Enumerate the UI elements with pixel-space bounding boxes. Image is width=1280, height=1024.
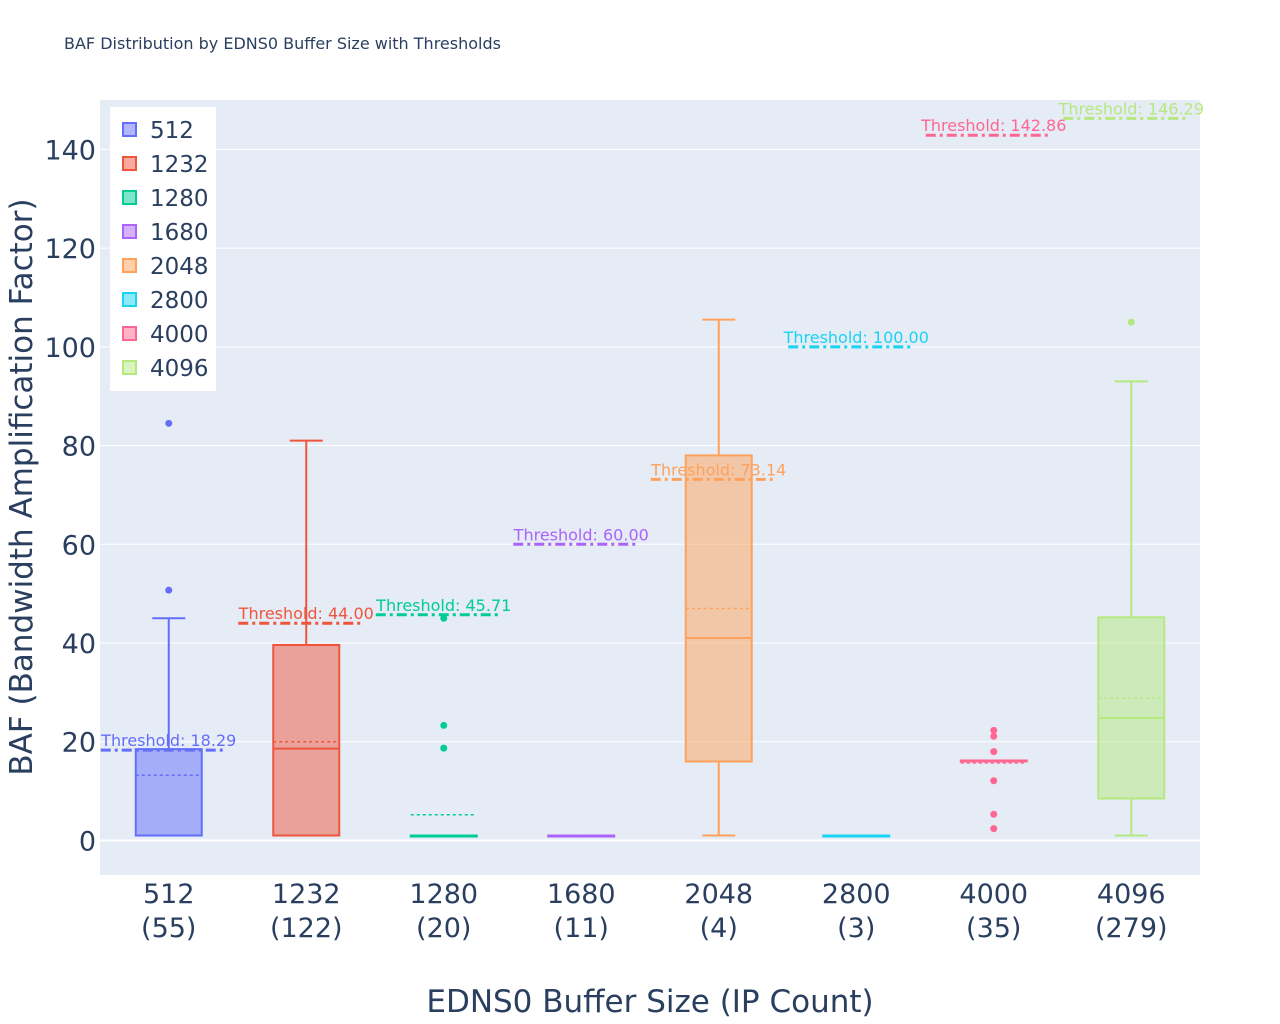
y-tick-label-140: 140	[44, 135, 96, 166]
legend: 512 1232 1280 1680 2048 2800 4000 4096	[110, 107, 216, 391]
outlier-point-4000-2	[990, 777, 998, 785]
y-tick-label-80: 80	[62, 432, 96, 463]
legend-label-4096: 4096	[150, 356, 209, 382]
threshold-label-4096: Threshold: 146.29	[1058, 99, 1204, 118]
y-tick-label-40: 40	[62, 629, 96, 660]
x-tick-label-1680: 1680	[547, 879, 616, 910]
x-tick-count-2800: (3)	[837, 913, 875, 944]
legend-swatch-2048	[122, 258, 137, 273]
legend-swatch-512	[122, 122, 137, 137]
threshold-label-512: Threshold: 18.29	[100, 731, 236, 750]
legend-item-4096: 4096	[122, 356, 209, 382]
outlier-point-4000-3	[990, 748, 998, 756]
threshold-label-1680: Threshold: 60.00	[513, 525, 649, 544]
legend-label-1280: 1280	[150, 186, 209, 212]
x-tick-label-2048: 2048	[684, 879, 753, 910]
legend-item-4000: 4000	[122, 322, 209, 348]
box-group-1280: Threshold: 45.71	[375, 596, 511, 838]
x-axis-title: EDNS0 Buffer Size (IP Count)	[426, 984, 873, 1020]
outlier-point-4000-1	[990, 810, 998, 818]
legend-item-2800: 2800	[122, 288, 209, 314]
outlier-point-512-1	[165, 419, 173, 427]
threshold-label-2800: Threshold: 100.00	[783, 328, 929, 347]
outlier-point-1280-1	[440, 721, 448, 729]
legend-label-1680: 1680	[150, 220, 209, 246]
threshold-label-1280: Threshold: 45.71	[375, 596, 511, 615]
threshold-label-1232: Threshold: 44.00	[238, 604, 374, 623]
x-tick-count-512: (55)	[141, 913, 196, 944]
y-tick-label-60: 60	[62, 530, 96, 561]
chart-title: BAF Distribution by EDNS0 Buffer Size wi…	[64, 34, 501, 53]
legend-swatch-1232	[122, 156, 137, 171]
outlier-point-1280-2	[440, 614, 448, 622]
outlier-point-4096-0	[1127, 318, 1135, 326]
legend-label-1232: 1232	[150, 152, 209, 178]
legend-swatch-1680	[122, 224, 137, 239]
x-tick-label-512: 512	[143, 879, 195, 910]
x-tick-count-4000: (35)	[966, 913, 1021, 944]
x-tick-label-1280: 1280	[409, 879, 478, 910]
legend-swatch-4096	[122, 360, 137, 375]
legend-item-1280: 1280	[122, 186, 209, 212]
box-512	[134, 748, 203, 837]
legend-swatch-4000	[122, 326, 137, 341]
box-group-2048: Threshold: 73.14	[650, 318, 786, 837]
x-tick-label-4096: 4096	[1097, 879, 1166, 910]
x-tick-label-2800: 2800	[822, 879, 891, 910]
threshold-label-2048: Threshold: 73.14	[650, 460, 786, 479]
x-tick-count-1232: (122)	[270, 913, 343, 944]
legend-item-1232: 1232	[122, 152, 209, 178]
outlier-point-4000-0	[990, 825, 998, 833]
box-group-512: Threshold: 18.29	[100, 419, 236, 837]
outlier-point-4000-4	[990, 732, 998, 740]
box-group-1680: Threshold: 60.00	[513, 525, 649, 838]
box-group-1232: Threshold: 44.00	[238, 439, 374, 837]
legend-label-4000: 4000	[150, 322, 209, 348]
box-group-2800: Threshold: 100.00	[783, 328, 929, 838]
legend-item-2048: 2048	[122, 254, 209, 280]
x-tick-count-4096: (279)	[1095, 913, 1168, 944]
gridlines	[100, 148, 1200, 842]
y-tick-label-120: 120	[44, 234, 96, 265]
legend-item-512: 512	[122, 118, 194, 144]
legend-background	[110, 107, 216, 391]
x-axis-ticks: 512(55) 1232(122) 1280(20) 1680(11) 2048(4) 2…	[141, 879, 1168, 944]
x-tick-label-4000: 4000	[959, 879, 1028, 910]
y-tick-label-100: 100	[44, 333, 96, 364]
legend-label-2800: 2800	[150, 288, 209, 314]
x-tick-count-2048: (4)	[700, 913, 738, 944]
x-tick-label-1232: 1232	[272, 879, 341, 910]
box-group-4096: Threshold: 146.29	[1058, 99, 1204, 837]
x-tick-count-1680: (11)	[554, 913, 609, 944]
outlier-point-512-0	[165, 586, 173, 594]
outlier-point-1280-0	[440, 744, 448, 752]
x-tick-count-1280: (20)	[416, 913, 471, 944]
y-axis-ticks: 0 20 40 60 80 100 120 140	[44, 135, 96, 857]
legend-swatch-2800	[122, 292, 137, 307]
outlier-point-4000-5	[990, 726, 998, 734]
legend-item-1680: 1680	[122, 220, 209, 246]
legend-label-512: 512	[150, 118, 194, 144]
box-1232	[272, 643, 341, 837]
legend-label-2048: 2048	[150, 254, 209, 280]
y-tick-label-0: 0	[79, 826, 96, 857]
threshold-label-4000: Threshold: 142.86	[920, 116, 1066, 135]
box-group-4000: Threshold: 142.86	[920, 116, 1066, 833]
y-tick-label-20: 20	[62, 728, 96, 759]
legend-swatch-1280	[122, 190, 137, 205]
plot-background	[100, 100, 1200, 875]
box-4096	[1097, 616, 1166, 800]
y-axis-title: BAF (Bandwidth Amplification Factor)	[4, 198, 40, 775]
